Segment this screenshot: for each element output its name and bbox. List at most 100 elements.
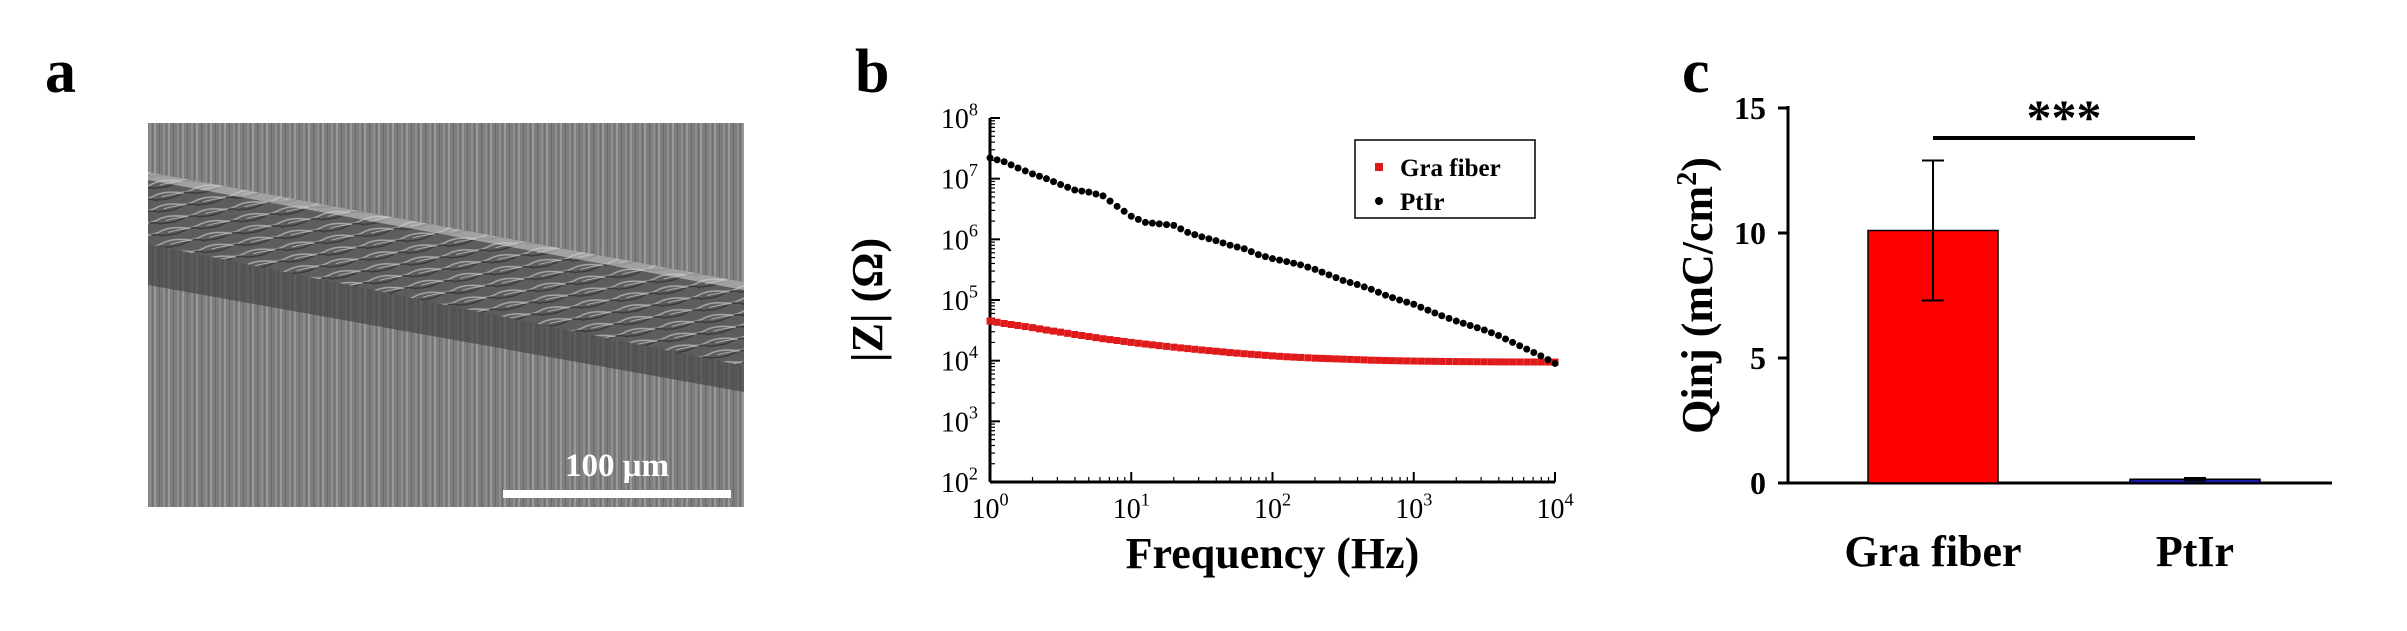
- data-point: [1382, 291, 1390, 299]
- x-tick-label: 104: [1536, 489, 1573, 525]
- data-point-fill: [1403, 298, 1411, 306]
- data-point: [1424, 306, 1432, 314]
- data-point: [1353, 356, 1361, 364]
- data-point: [1212, 347, 1220, 355]
- data-point-fill: [1304, 354, 1312, 362]
- data-point-fill: [1120, 207, 1128, 215]
- data-point: [1537, 352, 1545, 360]
- data-point: [1042, 175, 1050, 183]
- y-tick-label: 5: [1750, 340, 1766, 376]
- data-point-fill: [1530, 358, 1538, 366]
- data-point-fill: [1487, 329, 1495, 337]
- data-point: [1141, 218, 1149, 226]
- data-point-fill: [1473, 324, 1481, 332]
- y-tick-label: 106: [941, 221, 978, 257]
- data-point-fill: [1459, 319, 1467, 327]
- data-point-fill: [1035, 172, 1043, 180]
- data-point-fill: [1516, 342, 1524, 350]
- data-point: [1339, 355, 1347, 363]
- data-point: [1155, 342, 1163, 350]
- data-point: [1127, 338, 1135, 346]
- data-point: [1325, 271, 1333, 279]
- legend-marker: [1375, 163, 1383, 171]
- data-point-fill: [1247, 350, 1255, 358]
- data-point: [1170, 221, 1178, 229]
- data-point-fill: [1007, 161, 1015, 169]
- data-point: [1226, 349, 1234, 357]
- data-point: [1085, 188, 1093, 196]
- data-point-fill: [1021, 167, 1029, 175]
- data-point-fill: [1530, 348, 1538, 356]
- data-point-fill: [1177, 344, 1185, 352]
- significance-label: ***: [2027, 89, 2102, 145]
- data-point: [1099, 335, 1107, 343]
- data-point-fill: [1078, 332, 1086, 340]
- data-point-fill: [1374, 356, 1382, 364]
- legend: Gra fiber PtIr: [1354, 139, 1536, 219]
- data-point: [1494, 358, 1502, 366]
- data-point-fill: [1445, 357, 1453, 365]
- data-point: [1396, 357, 1404, 365]
- data-point-fill: [1516, 358, 1524, 366]
- data-point-fill: [1389, 357, 1397, 365]
- data-point: [1283, 353, 1291, 361]
- y-axis-label: |Z| (Ω): [843, 238, 892, 362]
- data-point: [1367, 356, 1375, 364]
- data-point: [1184, 228, 1192, 236]
- data-point-fill: [1417, 357, 1425, 365]
- data-point-fill: [1134, 215, 1142, 223]
- data-point: [986, 154, 994, 162]
- data-point: [1537, 358, 1545, 366]
- x-tick-label: 100: [971, 489, 1008, 525]
- data-point: [1494, 331, 1502, 339]
- data-point-fill: [1346, 278, 1354, 286]
- data-point: [1283, 258, 1291, 266]
- data-point-fill: [1219, 239, 1227, 247]
- data-point: [1184, 345, 1192, 353]
- data-point: [1071, 186, 1079, 194]
- data-point-fill: [1247, 248, 1255, 256]
- data-point: [1141, 340, 1149, 348]
- data-point-fill: [1318, 354, 1326, 362]
- data-point: [1325, 355, 1333, 363]
- data-point-fill: [1346, 355, 1354, 363]
- data-point-fill: [1261, 351, 1269, 359]
- series-gra-fiber: [986, 317, 1559, 366]
- data-point: [1042, 326, 1050, 334]
- data-point-fill: [1502, 335, 1510, 343]
- data-point: [1269, 255, 1276, 263]
- data-point-fill: [1134, 339, 1142, 347]
- category-label: Gra fiber: [1844, 527, 2021, 576]
- data-point: [1480, 358, 1488, 366]
- data-point: [1297, 261, 1305, 269]
- data-point-fill: [1261, 253, 1269, 261]
- data-point-fill: [1332, 355, 1340, 363]
- legend-box: [1354, 139, 1536, 219]
- data-point-fill: [1233, 349, 1241, 357]
- data-point: [1466, 321, 1474, 329]
- data-point: [1240, 245, 1248, 253]
- data-point: [1367, 285, 1375, 293]
- data-point: [1057, 181, 1065, 189]
- data-point: [1311, 265, 1319, 273]
- data-point: [1410, 300, 1418, 308]
- category-label: PtIr: [2156, 527, 2234, 576]
- data-point-fill: [1276, 352, 1284, 360]
- data-point-fill: [1148, 219, 1156, 227]
- data-point-fill: [1092, 334, 1100, 342]
- y-tick-label: 105: [941, 281, 978, 317]
- data-point-fill: [1290, 259, 1298, 267]
- data-point-fill: [1092, 190, 1100, 198]
- data-point-fill: [1163, 221, 1171, 229]
- data-point-fill: [1318, 268, 1326, 276]
- data-point-fill: [1205, 235, 1213, 243]
- data-point-fill: [993, 318, 1001, 326]
- y-axis-label: Qinj (mC/cm2): [1672, 157, 1722, 434]
- data-point: [1551, 359, 1559, 367]
- data-point: [986, 317, 994, 325]
- data-point-fill: [1106, 197, 1114, 205]
- data-point-fill: [1276, 256, 1284, 264]
- y-tick-label: 15: [1734, 90, 1766, 126]
- charge-injection-chart: 0 5 10 15 Gra fiber PtIr *** Qinj (mC/cm2): [1672, 89, 2332, 576]
- data-point-fill: [1360, 356, 1368, 364]
